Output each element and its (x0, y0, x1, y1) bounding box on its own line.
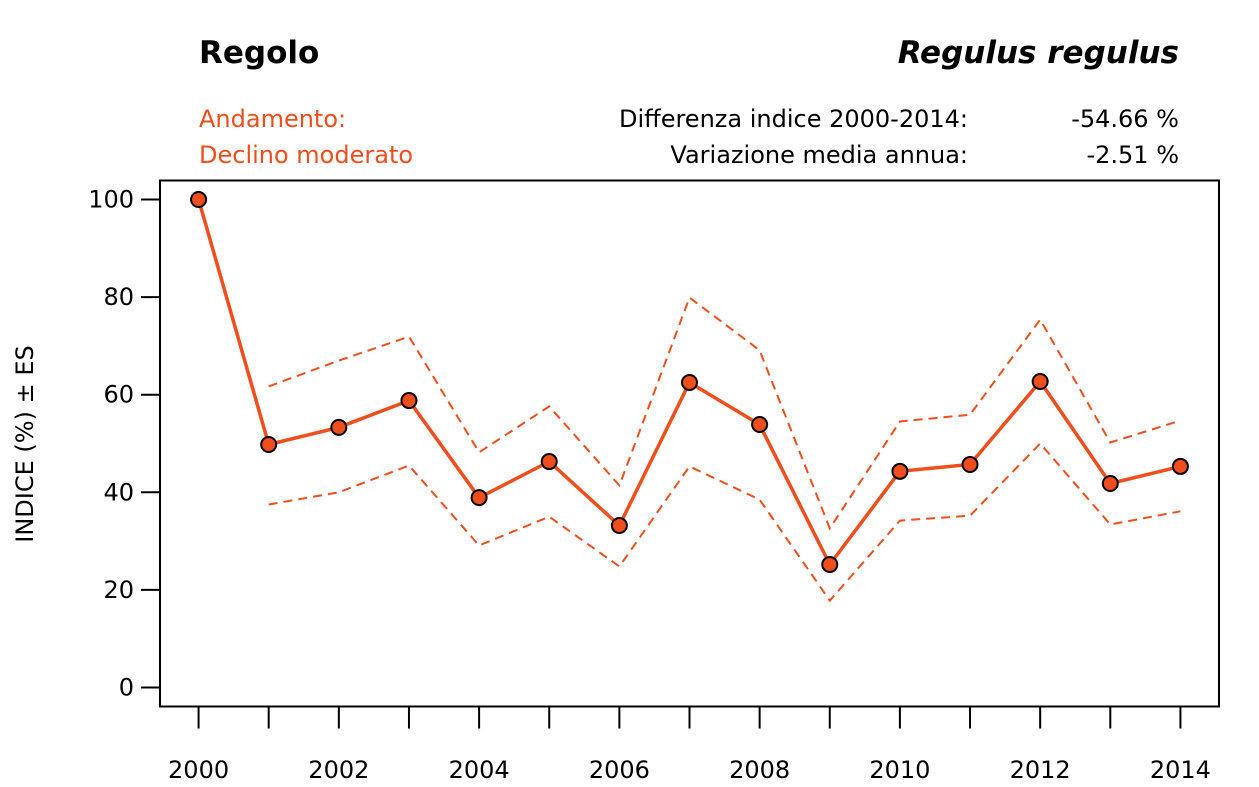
y-axis-title: INDICE (%) ± ES (11, 345, 39, 542)
x-tick-label: 2012 (1010, 756, 1071, 784)
y-tick-label: 40 (103, 478, 134, 506)
x-tick-label: 2010 (869, 756, 930, 784)
data-point (751, 415, 769, 433)
stat-label-annual-change: Variazione media annua: (670, 141, 968, 169)
x-tick-label: 2008 (729, 756, 790, 784)
y-tick-label: 80 (103, 283, 134, 311)
x-axis: 2000 2002 2004 2006 2008 2010 2012 2014 (168, 707, 1211, 784)
lower-error-line (268, 442, 1181, 603)
data-point (470, 489, 488, 507)
y-tick-label: 20 (103, 576, 134, 604)
data-point (961, 455, 979, 473)
stat-value-index-difference: -54.66 % (1071, 105, 1179, 133)
stat-value-annual-change: -2.51 % (1086, 141, 1179, 169)
plot-frame (159, 179, 1220, 708)
x-tick-label: 2000 (168, 756, 229, 784)
trend-label: Andamento: (199, 105, 346, 133)
upper-error-line (268, 295, 1181, 531)
y-tick-label: 0 (119, 673, 134, 701)
data-point (891, 462, 909, 480)
y-tick-label: 60 (103, 381, 134, 409)
data-point (540, 453, 558, 471)
data-point (1101, 475, 1119, 493)
data-point (330, 418, 348, 436)
stat-label-index-difference: Differenza indice 2000-2014: (619, 105, 968, 133)
data-point (1171, 457, 1189, 475)
trend-value: Declino moderato (199, 141, 413, 169)
y-tick-label: 100 (88, 186, 134, 214)
series-layer (190, 191, 1189, 603)
species-scientific-name: Regulus regulus (898, 35, 1179, 71)
x-tick-label: 2002 (308, 756, 369, 784)
y-axis: 0 20 40 60 80 100 (88, 186, 160, 701)
data-point (821, 556, 839, 574)
x-tick-label: 2006 (589, 756, 650, 784)
data-point (681, 374, 698, 392)
x-tick-label: 2004 (449, 756, 510, 784)
x-tick-label: 2014 (1150, 756, 1211, 784)
data-point (1031, 373, 1049, 391)
species-common-name: Regolo (199, 35, 319, 71)
data-point (610, 516, 628, 534)
data-point (190, 191, 208, 209)
data-point (400, 392, 418, 410)
data-point (260, 435, 278, 453)
